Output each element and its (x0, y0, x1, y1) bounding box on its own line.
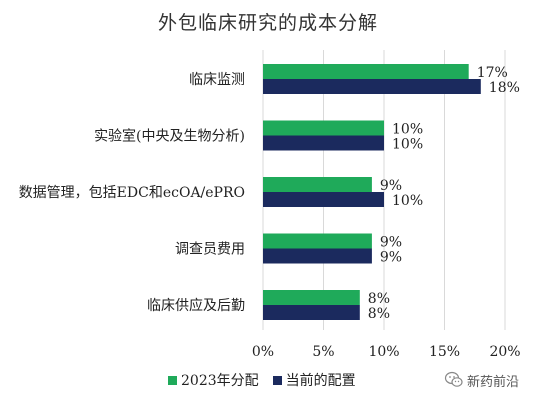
wechat-icon (444, 371, 463, 387)
data-label-s0-3: 9% (380, 235, 402, 251)
chart-title: 外包临床研究的成本分解 (157, 12, 378, 34)
data-label-s0-0: 17% (477, 65, 508, 81)
data-label-s1-3: 9% (380, 250, 402, 266)
legend-label-current: 当前的配置 (285, 373, 356, 389)
watermark-text: 新药前沿 (467, 374, 520, 390)
bar-s1-0 (263, 79, 481, 94)
legend-item-current: 当前的配置 (272, 370, 356, 390)
data-label-s0-2: 9% (380, 178, 402, 194)
legend-item-2023: 2023年分配 (168, 370, 259, 390)
bar-s1-4 (263, 305, 360, 320)
bar-s1-3 (263, 248, 372, 264)
category-label-3: 调查员费用 (175, 242, 245, 258)
bar-s0-4 (263, 290, 360, 305)
data-label-s1-2: 10% (392, 193, 423, 209)
category-label-4: 临床供应及后勤 (147, 297, 245, 314)
watermark: 新药前沿 (444, 369, 519, 391)
data-label-s1-0: 18% (489, 80, 520, 96)
x-tick-label-2: 10% (368, 344, 399, 360)
x-tick-label-4: 20% (489, 344, 520, 360)
legend-swatch-2023 (168, 375, 177, 385)
legend-swatch-current (272, 375, 282, 385)
bar-s1-1 (263, 135, 384, 151)
category-label-2: 数据管理，包括EDC和ecOA/ePRO (19, 185, 245, 201)
chart-legend: 2023年分配 当前的配置 (168, 370, 370, 390)
bar-s0-2 (263, 177, 372, 192)
x-tick-label-1: 5% (312, 344, 334, 360)
x-tick-label-3: 15% (429, 344, 460, 360)
legend-label-2023: 2023年分配 (181, 373, 259, 389)
data-label-s1-1: 10% (392, 137, 423, 153)
bar-s0-1 (263, 120, 384, 136)
category-label-0: 临床监测 (189, 72, 245, 88)
data-label-s0-4: 8% (368, 291, 390, 307)
bar-s0-3 (263, 233, 372, 249)
bar-s1-2 (263, 192, 384, 207)
bar-s0-0 (263, 64, 469, 79)
x-tick-label-0: 0% (252, 344, 274, 360)
data-label-s1-4: 8% (368, 306, 390, 322)
data-label-s0-1: 10% (392, 122, 423, 138)
category-label-1: 实验室(中央及生物分析) (94, 128, 245, 145)
